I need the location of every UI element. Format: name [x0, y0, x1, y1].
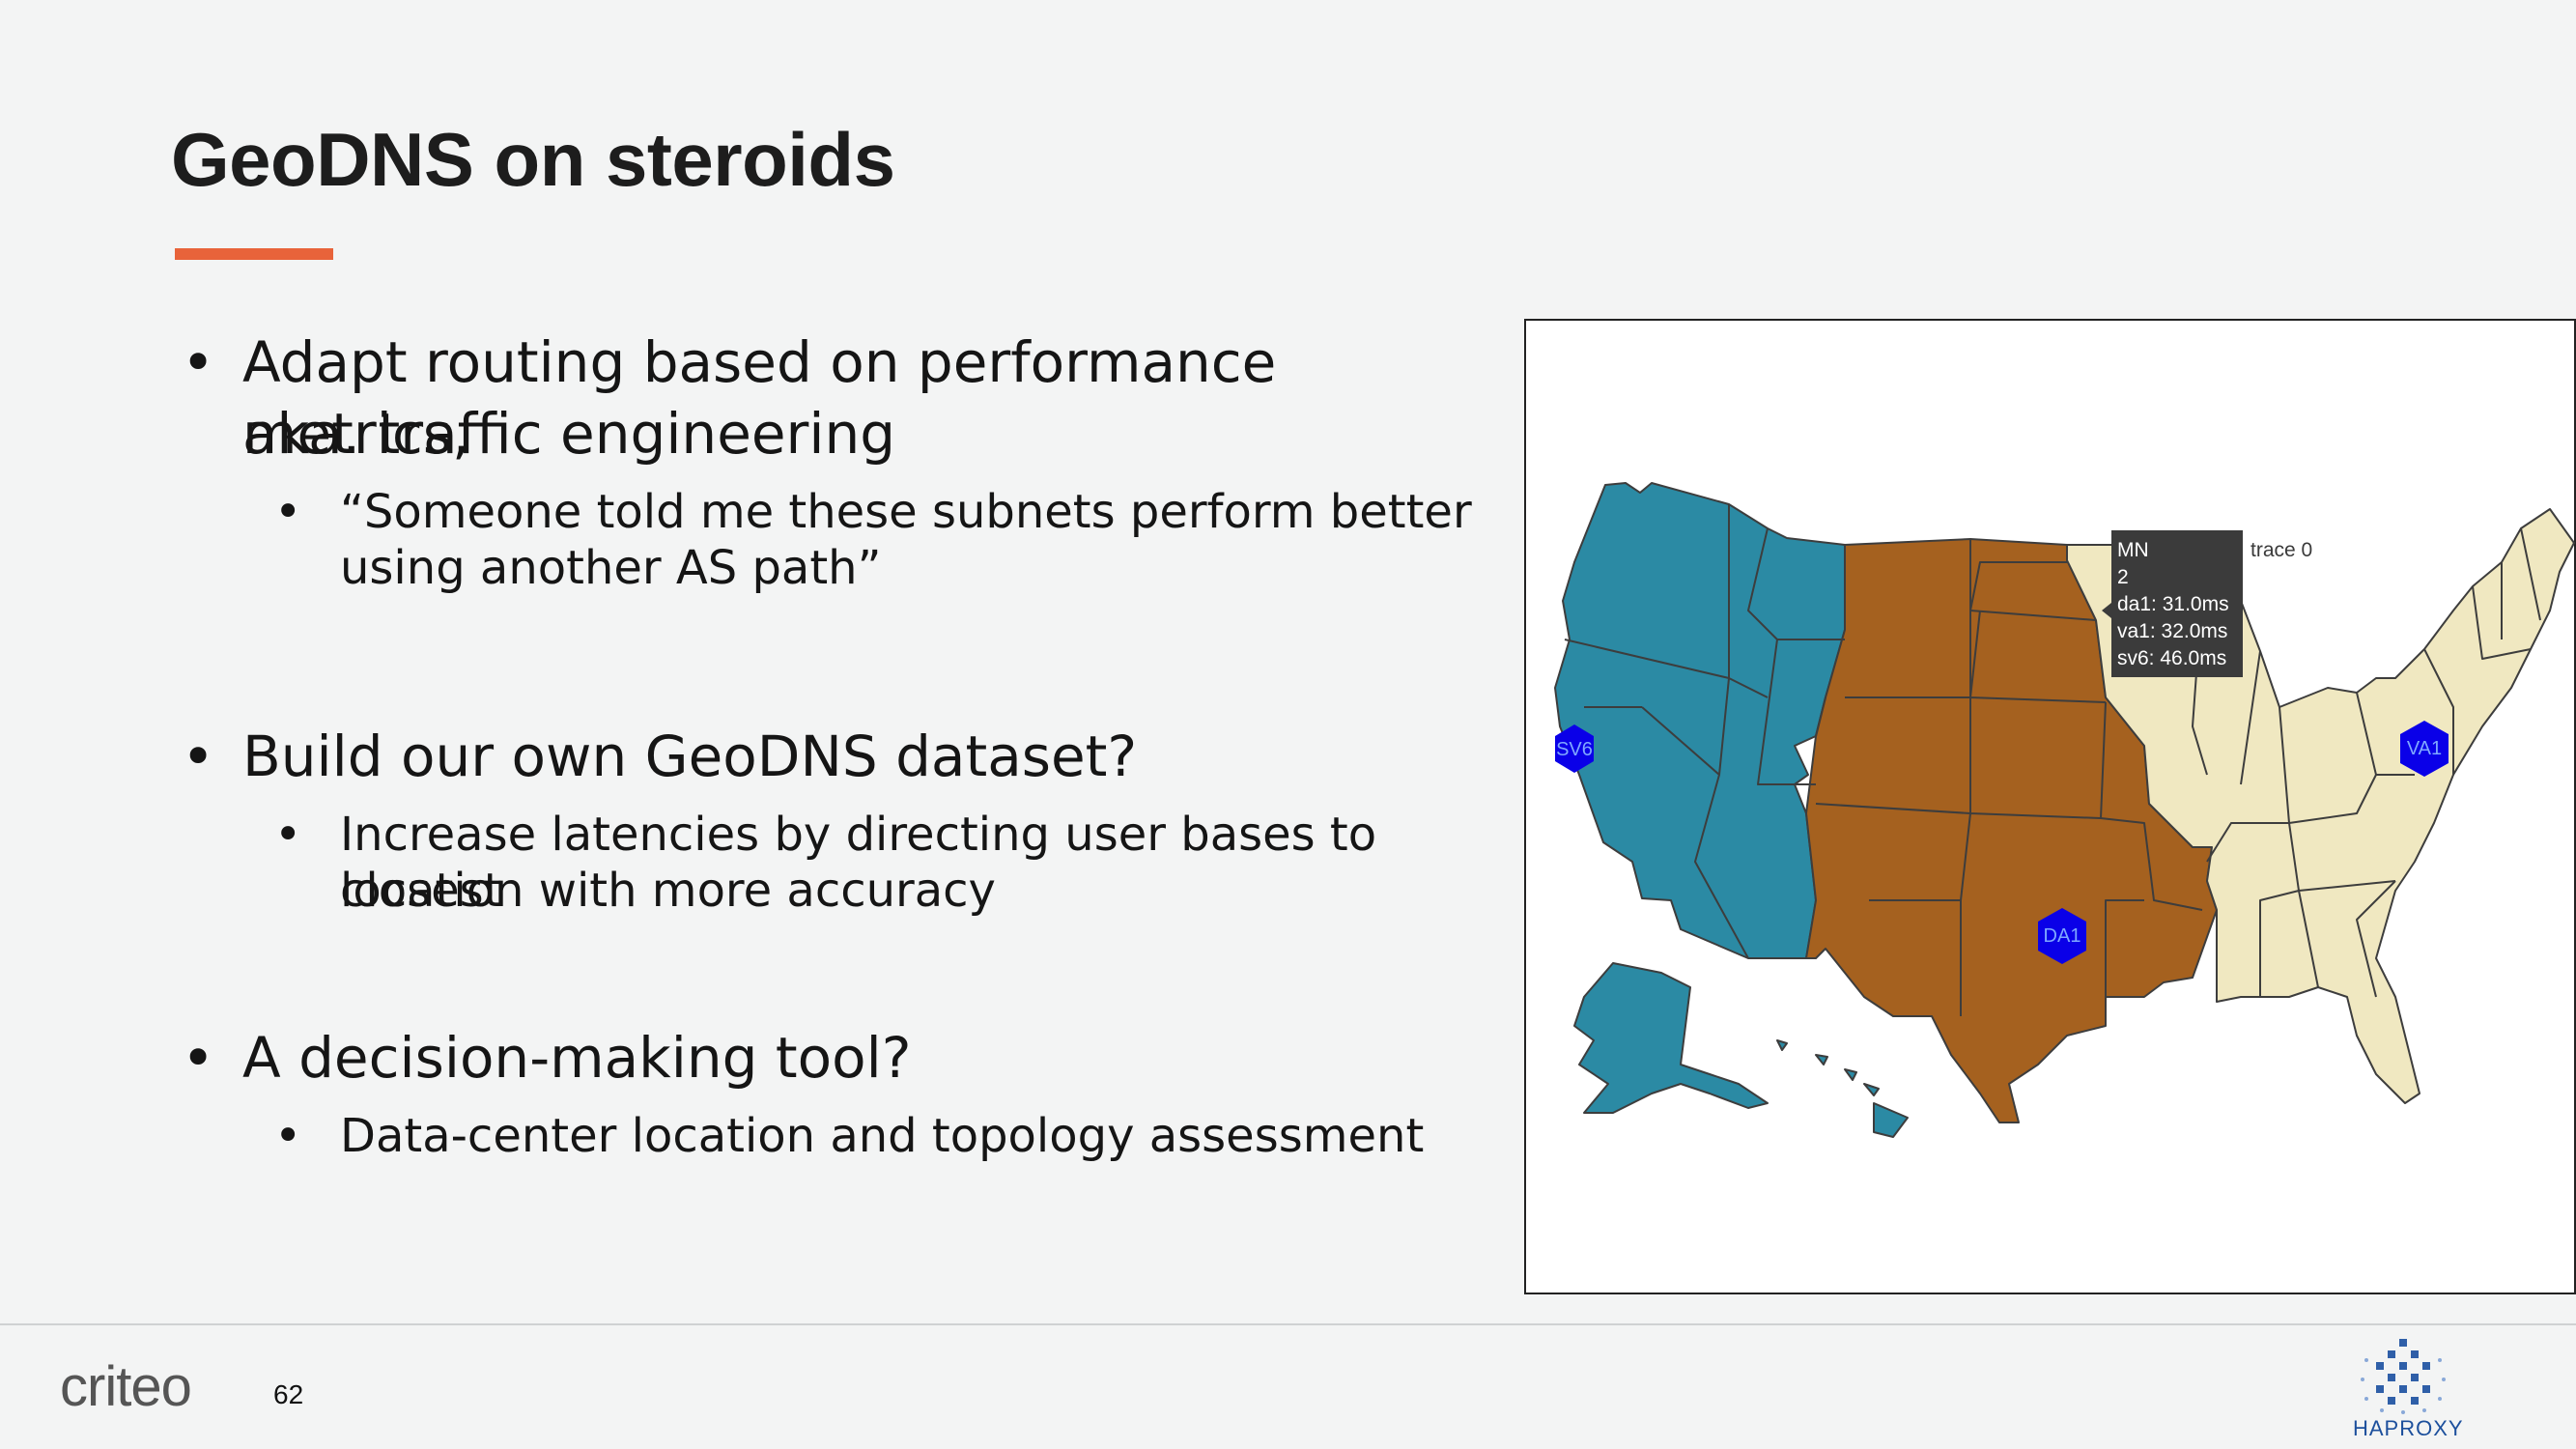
latency-map[interactable]: SV6 DA1 VA1 MN 2 da1: 31.0ms va1: 32.0ms… [1524, 319, 2576, 1294]
svg-text:SV6: SV6 [1556, 739, 1593, 760]
bullet-dot: • [182, 329, 215, 395]
region-alaska[interactable] [1573, 962, 1769, 1114]
sub-bullet-2-line-1: Increase latencies by directing user bas… [340, 808, 1377, 918]
criteo-logo: criteo [60, 1355, 192, 1418]
haproxy-logo-icon [2361, 1339, 2446, 1414]
svg-text:va1: 32.0ms: va1: 32.0ms [2117, 620, 2227, 642]
bullet-3-line-1: A decision-making tool? [242, 1025, 912, 1091]
bullet-list: • Adapt routing based on performance met… [182, 329, 1472, 1163]
bullet-1-line-2: aka. traffic engineering [242, 401, 896, 467]
svg-text:da1: 31.0ms: da1: 31.0ms [2117, 593, 2229, 615]
bullet-dot: • [182, 724, 215, 789]
marker-va1[interactable]: VA1 [2400, 721, 2449, 777]
svg-text:VA1: VA1 [2407, 738, 2442, 759]
bullet-1-line-1: Adapt routing based on performance metri… [242, 329, 1277, 467]
page-number: 62 [273, 1379, 304, 1409]
sub-bullet-2-line-2: location with more accuracy [340, 864, 996, 918]
sub-bullet-3-line-1: Data-center location and topology assess… [340, 1109, 1425, 1163]
bullet-dot: • [182, 1025, 215, 1091]
sub-bullet-dot: • [274, 485, 302, 539]
hover-tooltip: MN 2 da1: 31.0ms va1: 32.0ms sv6: 46.0ms… [2102, 530, 2312, 677]
sub-bullet-1-line-2: using another AS path” [340, 541, 882, 595]
sub-bullet-dot: • [274, 1109, 302, 1163]
svg-text:sv6: 46.0ms: sv6: 46.0ms [2117, 647, 2226, 669]
sub-bullet-1-line-1: “Someone told me these subnets perform b… [340, 485, 1472, 539]
bullet-2-line-1: Build our own GeoDNS dataset? [242, 724, 1138, 789]
marker-sv6[interactable]: SV6 [1555, 724, 1594, 773]
sub-bullet-dot: • [274, 808, 302, 862]
region-hawaii[interactable] [1776, 1039, 1909, 1138]
svg-text:2: 2 [2117, 566, 2129, 588]
title-accent-bar [175, 248, 333, 260]
footer-divider [0, 1323, 2576, 1325]
svg-text:DA1: DA1 [2044, 925, 2081, 947]
slide-title: GeoDNS on steroids [171, 117, 895, 202]
us-map-svg[interactable]: SV6 DA1 VA1 MN 2 da1: 31.0ms va1: 32.0ms… [1526, 321, 2576, 1296]
marker-da1[interactable]: DA1 [2038, 908, 2086, 964]
svg-text:MN: MN [2117, 539, 2149, 561]
haproxy-logo-text: HAPROXY [2353, 1416, 2464, 1440]
region-sv6[interactable] [1554, 482, 1846, 959]
svg-text:trace 0: trace 0 [2250, 539, 2312, 561]
